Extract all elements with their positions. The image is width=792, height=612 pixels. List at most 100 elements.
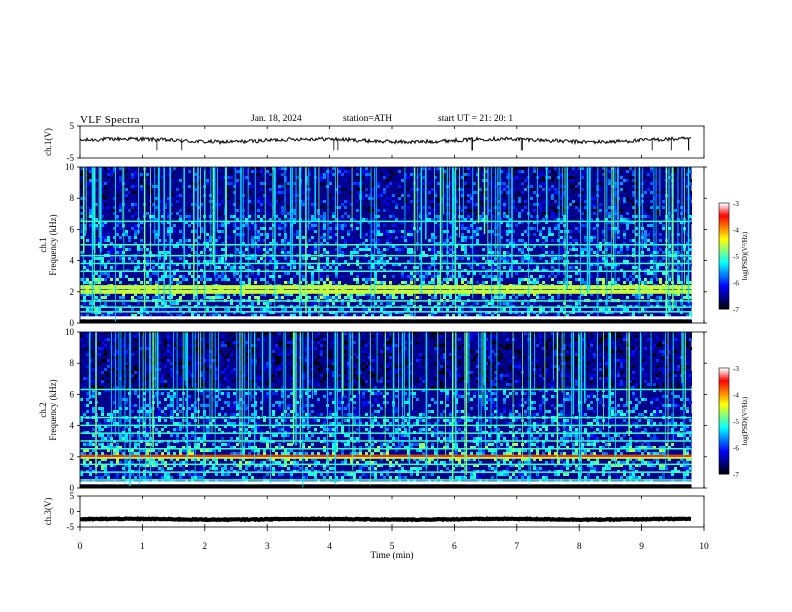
spectrum-band-peak — [80, 455, 692, 458]
colorbar-cell — [719, 405, 729, 408]
y-tick-label: 10 — [65, 162, 75, 172]
colorbar-cell — [719, 256, 729, 259]
y-tick-label: 8 — [70, 358, 75, 368]
spectrum-band — [80, 448, 692, 450]
colorbar-tick-label: -7 — [733, 471, 739, 479]
colorbar-cell — [719, 371, 729, 374]
colorbar-cell — [719, 266, 729, 269]
colorbar-cell — [719, 261, 729, 264]
colorbar-cell — [719, 203, 729, 206]
colorbar-cell — [719, 390, 729, 394]
colorbar-cell — [719, 271, 729, 275]
colorbar-cell — [719, 408, 729, 411]
colorbar-tick-label: -4 — [733, 392, 739, 400]
colorbar-cell — [719, 389, 729, 392]
colorbar-cell — [719, 298, 729, 301]
colorbar-cell — [719, 399, 729, 403]
y-tick-label: 6 — [70, 224, 75, 234]
colorbar-cell — [719, 454, 729, 457]
spectrum-band — [80, 311, 692, 313]
colorbar-cell — [719, 369, 729, 373]
colorbar-cell — [719, 368, 729, 371]
colorbar-cell — [719, 222, 729, 225]
x-tick-label: 10 — [699, 542, 709, 552]
colorbar-cell — [719, 248, 729, 252]
colorbar-cell — [719, 215, 729, 218]
colorbar-cell — [719, 210, 729, 213]
colorbar-frame — [718, 202, 730, 310]
colorbar-tick-label: -5 — [733, 253, 739, 261]
spectrum-band — [80, 262, 692, 265]
colorbar-cell — [719, 305, 729, 308]
colorbar-cell — [719, 394, 729, 397]
x-tick-label: 7 — [514, 542, 519, 552]
colorbar-cell — [719, 211, 729, 215]
waveform-ch3 — [77, 495, 705, 528]
colorbar-cell — [719, 451, 729, 454]
colorbar-cell — [719, 229, 729, 232]
colorbar-frame — [718, 367, 730, 475]
colorbar-cell — [719, 250, 729, 253]
colorbar-cell — [719, 275, 729, 278]
colorbar-cell — [719, 286, 729, 289]
colorbar-cell — [719, 392, 729, 395]
spectrum-band — [80, 270, 692, 273]
y-tick-label: -5 — [67, 153, 75, 163]
colorbar-cell — [719, 433, 729, 436]
colorbar-cell — [719, 291, 729, 294]
colorbar-cell — [719, 456, 729, 459]
colorbar-cell — [719, 424, 729, 427]
y-tick-label: 5 — [70, 121, 75, 131]
colorbar-cell — [719, 461, 729, 464]
colorbar-cell — [719, 413, 729, 417]
x-axis-label: Time (min) — [370, 550, 413, 561]
waveform-ch1 — [77, 125, 705, 159]
colorbar-cell — [719, 438, 729, 441]
spectrum-band-low — [80, 481, 692, 485]
colorbar-cell — [719, 443, 729, 447]
colorbar-cell — [719, 213, 729, 216]
colorbar-cell — [719, 289, 729, 292]
y-axis-label: ch.1(V) — [43, 128, 53, 156]
colorbar-cell — [719, 376, 729, 380]
x-tick-label: 8 — [577, 542, 582, 552]
x-tick-label: 9 — [639, 542, 644, 552]
colorbar-cell — [719, 458, 729, 461]
y-tick-label: 4 — [70, 421, 75, 431]
x-tick-label: 3 — [265, 542, 270, 552]
colorbar-cell — [719, 385, 729, 388]
spectrum-band — [80, 416, 692, 419]
x-tick-label: 5 — [390, 542, 395, 552]
colorbar-cell — [719, 387, 729, 390]
colorbar-cell — [719, 472, 729, 475]
colorbar-cell — [719, 419, 729, 422]
colorbar-tick-label: -5 — [733, 418, 739, 426]
y-axis-label-ch2: ch.2Frequency (kHz) — [38, 379, 58, 440]
y-axis-label-ch1: ch.1Frequency (kHz) — [38, 214, 58, 275]
waveform-trace — [79, 135, 692, 146]
colorbar-cell — [719, 466, 729, 470]
colorbar-cell — [719, 452, 729, 456]
spectrogram-ch1 — [77, 166, 707, 324]
colorbar-cell — [719, 217, 729, 220]
colorbar-cell — [719, 415, 729, 418]
colorbar-tick-label: -6 — [733, 445, 739, 453]
colorbar-cell — [719, 245, 729, 248]
colorbar-tick-label: -6 — [733, 280, 739, 288]
y-tick-label: 5 — [70, 491, 75, 501]
colorbar-cell — [719, 431, 729, 434]
colorbar-cell — [719, 233, 729, 236]
colorbar-cell — [719, 218, 729, 222]
colorbar-cell — [719, 422, 729, 426]
colorbar-cell — [719, 220, 729, 223]
spectrum-band — [80, 440, 692, 442]
y-tick-label: 2 — [70, 452, 75, 462]
figure-title: VLF Spectra — [80, 114, 140, 126]
x-tick-label: 2 — [202, 542, 207, 552]
spectrum-band — [80, 432, 692, 434]
colorbar-cell — [719, 435, 729, 438]
colorbar-cell — [719, 273, 729, 276]
colorbar-cell — [719, 383, 729, 387]
spectrum-band — [80, 244, 692, 246]
